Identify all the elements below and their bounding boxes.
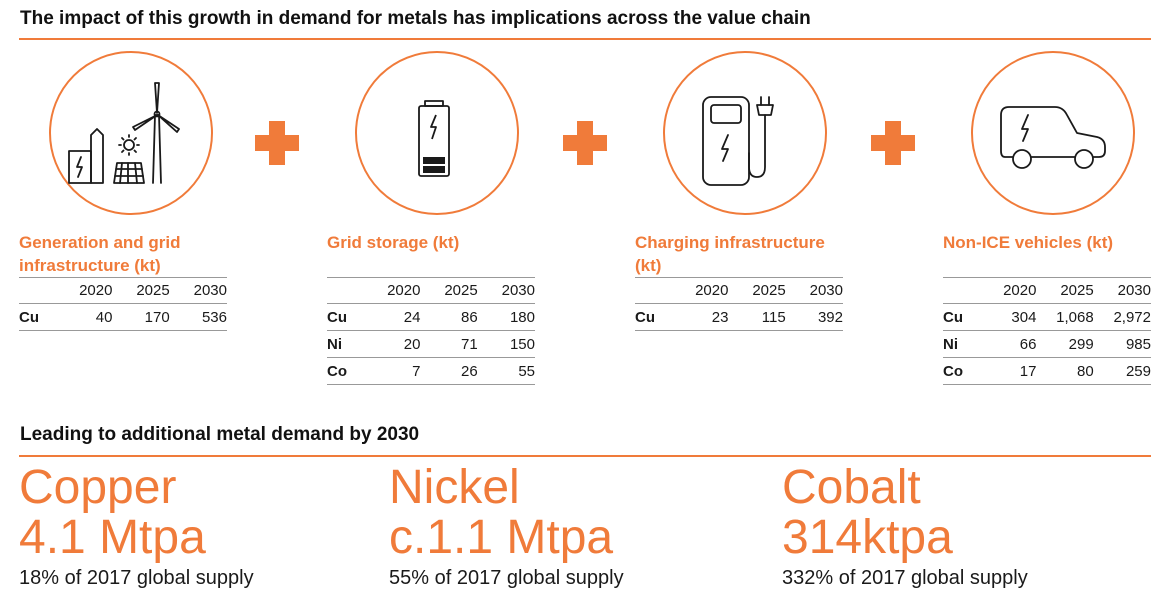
- metal-label: Cu: [635, 303, 672, 331]
- table-cell: 20: [363, 330, 421, 358]
- segment-table: 2020 2025 2030 Cu 23 115 392: [635, 277, 843, 331]
- charging-circle: [663, 51, 827, 215]
- table-cell: 55: [477, 357, 535, 385]
- table-cell: 23: [671, 303, 729, 331]
- table-header-row: 2020 2025 2030: [327, 277, 535, 304]
- table-cell: 392: [785, 303, 843, 331]
- table-cell: 170: [112, 303, 170, 331]
- table-row: Co 7 26 55: [327, 357, 535, 385]
- segment-title: Non-ICE vehicles (kt): [943, 233, 1114, 252]
- table-header-row: 2020 2025 2030: [943, 277, 1151, 304]
- column-header: 2025: [420, 277, 478, 304]
- column-header: 2020: [363, 277, 421, 304]
- metal-name: Nickel: [389, 461, 520, 514]
- metal-label: Ni: [943, 330, 980, 358]
- metal-label: Cu: [19, 303, 56, 331]
- table-cell: 985: [1093, 330, 1151, 358]
- segment-charging: Charging infrastructure (kt) 2020 2025 2…: [635, 231, 843, 331]
- column-header: 2025: [1036, 277, 1094, 304]
- column-header: 2030: [477, 277, 535, 304]
- storage-circle: [355, 51, 519, 215]
- table-cell: 259: [1093, 357, 1151, 385]
- metal-amount: 4.1 Mtpa: [19, 511, 206, 564]
- column-header: 2030: [1093, 277, 1151, 304]
- table-cell: 71: [420, 330, 478, 358]
- table-cell: 115: [728, 303, 786, 331]
- column-header: 2025: [728, 277, 786, 304]
- table-cell: 86: [420, 303, 478, 331]
- charging-station-icon: [702, 96, 774, 186]
- section-title: Leading to additional metal demand by 20…: [20, 424, 420, 445]
- demand-cobalt: Cobalt 314ktpa 332% of 2017 global suppl…: [782, 463, 1142, 592]
- column-header: 2020: [671, 277, 729, 304]
- plus-icon: [871, 121, 915, 165]
- wind-solar-power-icon: [68, 82, 180, 184]
- electric-car-icon: [1000, 106, 1106, 169]
- table-row: Cu 23 115 392: [635, 303, 843, 331]
- metal-supply-share: 55% of 2017 global supply: [389, 567, 624, 589]
- demand-copper: Copper 4.1 Mtpa 18% of 2017 global suppl…: [19, 463, 379, 592]
- metal-label: Cu: [327, 303, 364, 331]
- metal-label: Co: [327, 357, 364, 385]
- table-cell: 180: [477, 303, 535, 331]
- segment-title: Charging infrastructure (kt): [635, 233, 825, 275]
- segment-title: Generation and grid infrastructure (kt): [19, 233, 181, 275]
- table-cell: 1,068: [1036, 303, 1094, 331]
- column-header: 2030: [785, 277, 843, 304]
- table-cell: 536: [169, 303, 227, 331]
- table-cell: 80: [1036, 357, 1094, 385]
- table-cell: 7: [363, 357, 421, 385]
- segment-generation: Generation and grid infrastructure (kt) …: [19, 231, 227, 331]
- metal-amount: 314ktpa: [782, 511, 953, 564]
- table-cell: 40: [55, 303, 113, 331]
- segment-vehicles: Non-ICE vehicles (kt) 2020 2025 2030 Cu …: [943, 231, 1151, 385]
- page-title: The impact of this growth in demand for …: [20, 8, 811, 29]
- demand-nickel: Nickel c.1.1 Mtpa 55% of 2017 global sup…: [389, 463, 749, 592]
- metal-name: Cobalt: [782, 461, 921, 514]
- table-row: Ni 66 299 985: [943, 330, 1151, 358]
- table-row: Co 17 80 259: [943, 357, 1151, 385]
- generation-circle: [49, 51, 213, 215]
- column-header: 2020: [979, 277, 1037, 304]
- table-cell: 24: [363, 303, 421, 331]
- column-header: 2030: [169, 277, 227, 304]
- table-cell: 2,972: [1093, 303, 1151, 331]
- vehicle-circle: [971, 51, 1135, 215]
- metal-label: Ni: [327, 330, 364, 358]
- table-cell: 26: [420, 357, 478, 385]
- table-cell: 66: [979, 330, 1037, 358]
- column-header: 2020: [55, 277, 113, 304]
- table-cell: 304: [979, 303, 1037, 331]
- plus-icon: [255, 121, 299, 165]
- table-row: Cu 40 170 536: [19, 303, 227, 331]
- segment-storage: Grid storage (kt) 2020 2025 2030 Cu 24 8…: [327, 231, 535, 385]
- table-row: Ni 20 71 150: [327, 330, 535, 358]
- section-rule: [19, 455, 1151, 457]
- table-cell: 17: [979, 357, 1037, 385]
- segment-table: 2020 2025 2030 Cu 304 1,068 2,972 Ni 66 …: [943, 277, 1151, 385]
- title-rule: [19, 38, 1151, 40]
- table-row: Cu 304 1,068 2,972: [943, 303, 1151, 331]
- plus-icon: [563, 121, 607, 165]
- table-row: Cu 24 86 180: [327, 303, 535, 331]
- table-cell: 150: [477, 330, 535, 358]
- segment-table: 2020 2025 2030 Cu 24 86 180 Ni 20 71 150…: [327, 277, 535, 385]
- battery-icon: [418, 100, 450, 177]
- segment-table: 2020 2025 2030 Cu 40 170 536: [19, 277, 227, 331]
- metal-name: Copper: [19, 461, 177, 514]
- table-header-row: 2020 2025 2030: [19, 277, 227, 304]
- table-header-row: 2020 2025 2030: [635, 277, 843, 304]
- segment-title: Grid storage (kt): [327, 233, 460, 252]
- metal-label: Cu: [943, 303, 980, 331]
- table-cell: 299: [1036, 330, 1094, 358]
- metal-supply-share: 18% of 2017 global supply: [19, 567, 254, 589]
- column-header: 2025: [112, 277, 170, 304]
- metal-amount: c.1.1 Mtpa: [389, 511, 614, 564]
- metal-supply-share: 332% of 2017 global supply: [782, 567, 1028, 589]
- metal-label: Co: [943, 357, 980, 385]
